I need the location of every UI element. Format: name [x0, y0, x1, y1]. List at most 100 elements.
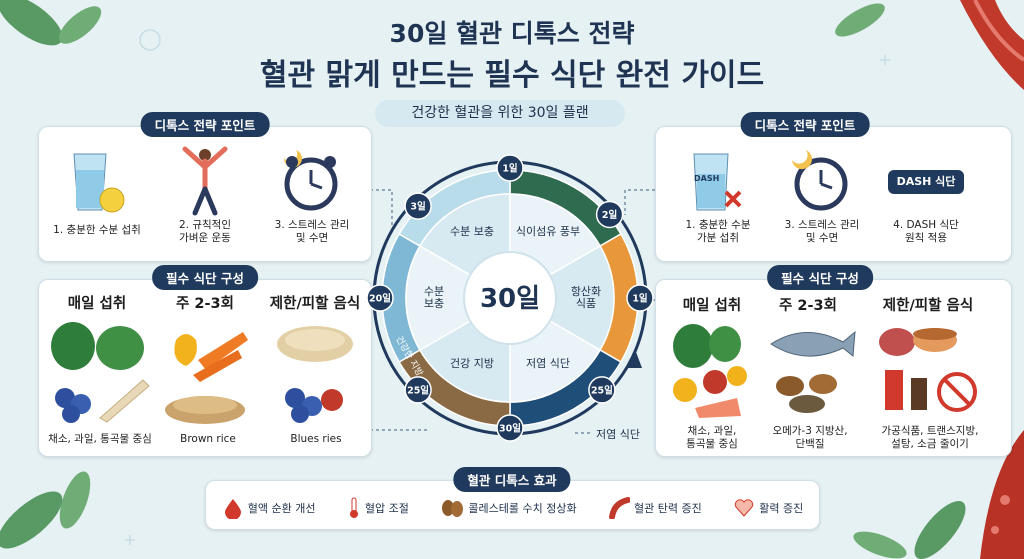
center-label: 30일 — [480, 284, 540, 314]
effect-icon — [735, 499, 754, 517]
dash-glass-label: DASH — [694, 174, 720, 183]
day-marker — [404, 192, 432, 220]
icon-shape — [125, 29, 890, 545]
water-icon — [73, 153, 125, 213]
icon-shape — [451, 501, 464, 517]
left-strategy-title: 디톡스 전략 포인트 — [140, 112, 270, 137]
icon-shape — [58, 6, 102, 44]
icon-shape — [99, 187, 125, 213]
diet-caption: 가공식품, 트랜스지방, 설탕, 소금 줄이기 — [881, 425, 979, 450]
day-label: 1일 — [502, 163, 518, 175]
icon-shape — [182, 146, 228, 192]
strategy-caption: 3. 스트레스 관리 및 수면 — [274, 219, 350, 244]
ring-arrow — [628, 352, 642, 368]
dash-glass-icon — [693, 153, 742, 211]
icon-shape — [809, 374, 837, 394]
icon-shape — [914, 500, 966, 559]
segment-label: 저염 식단 — [526, 356, 570, 370]
strategy-caption: 2. 규칙적인 가벼운 운동 — [179, 219, 231, 244]
effect-label: 혈압 조절 — [364, 502, 409, 515]
effect-item: 혈압 조절 — [347, 497, 409, 519]
dash-badge: DASH 식단 — [888, 170, 964, 194]
diet-heading: 주 2-3회 — [176, 296, 234, 312]
strategy-caption: 1. 충분한 수분 가분 섭취 — [685, 219, 751, 244]
effects-title: 혈관 디톡스 효과 — [453, 467, 571, 492]
diet-heading: 제한/피할 음식 — [882, 298, 974, 314]
fish-nuts-image — [770, 330, 856, 413]
clock-icon — [792, 150, 848, 211]
icon-shape — [51, 322, 95, 370]
effect-item: 혈관 탄력 증진 — [608, 497, 702, 519]
exercise-icon — [182, 146, 228, 216]
effect-icon — [609, 497, 631, 519]
strategy-caption: 1. 충분한 수분 섭취 — [53, 224, 141, 236]
diet-caption: 오메가-3 지방산, 단백질 — [772, 425, 848, 450]
icon-shape — [727, 366, 747, 386]
icon-shape — [370, 189, 393, 225]
diet-caption: Brown rice — [180, 433, 236, 445]
effect-label: 콜레스테롤 수치 정상화 — [468, 502, 577, 515]
diet-caption: Blues ries — [290, 433, 342, 445]
day-label: 25일 — [407, 384, 429, 396]
effect-icon — [442, 500, 464, 517]
icon-shape — [991, 526, 999, 534]
day-label: 1일 — [632, 293, 648, 305]
day-label: 25일 — [591, 384, 613, 396]
icon-shape — [76, 170, 104, 208]
icon-shape — [0, 0, 63, 46]
icon-shape — [62, 405, 80, 423]
effect-item: 활력 증진 — [733, 497, 803, 519]
icon-shape — [349, 510, 358, 518]
icon-shape — [59, 471, 91, 529]
icon-shape — [291, 405, 309, 423]
diet-caption: 채소, 과일, 통곡물 중심 — [686, 425, 738, 450]
icon-shape — [792, 150, 812, 170]
icon-shape — [735, 499, 754, 517]
day-marker — [366, 284, 394, 312]
icon-shape — [174, 334, 197, 366]
vegetables-image — [673, 324, 747, 418]
icon-shape — [709, 326, 741, 362]
right-diet-title: 필수 식단 구성 — [767, 265, 873, 290]
icon-shape — [96, 326, 144, 370]
effect-item: 콜레스테롤 수치 정상화 — [440, 497, 577, 519]
icon-shape — [324, 156, 336, 168]
day-marker — [588, 376, 616, 404]
icon-shape — [960, 0, 1024, 90]
segment-label: 식이섬유 풍부 — [515, 225, 581, 239]
icon-shape — [880, 55, 890, 65]
icon-shape — [835, 3, 885, 37]
effect-icon — [349, 497, 358, 518]
icon-shape — [0, 0, 966, 559]
processed-food-image — [879, 328, 977, 412]
icon-shape — [99, 379, 150, 423]
cycle-callout: 저염 식단 — [596, 428, 640, 441]
icon-shape — [192, 186, 218, 216]
day-label: 2일 — [602, 209, 618, 221]
icon-shape — [173, 396, 237, 414]
icon-shape — [879, 328, 915, 356]
icon-shape — [609, 497, 631, 519]
icon-shape — [673, 378, 697, 402]
icon-shape — [943, 378, 971, 406]
diet-heading: 제한/피할 음식 — [269, 296, 361, 312]
icon-shape — [351, 497, 357, 513]
left-diet-title: 필수 식단 구성 — [152, 265, 258, 290]
icon-shape — [703, 370, 727, 394]
day-marker — [496, 154, 524, 182]
subtitle: 건강한 혈관을 위한 30일 플랜 — [375, 100, 625, 127]
icon-shape — [125, 535, 135, 545]
effect-label: 혈관 탄력 증진 — [634, 502, 702, 515]
icon-shape — [1000, 495, 1010, 505]
icon-shape — [980, 430, 1024, 559]
icon-shape — [937, 372, 977, 412]
strategy-caption: 4. DASH 식단 원칙 적용 — [893, 219, 959, 244]
diet-heading: 매일 섭취 — [67, 296, 127, 312]
icon-shape — [789, 395, 825, 413]
icon-shape — [695, 398, 741, 418]
icon-shape — [819, 170, 833, 190]
diet-heading: 주 2-3회 — [779, 298, 837, 314]
icon-shape — [913, 328, 957, 340]
